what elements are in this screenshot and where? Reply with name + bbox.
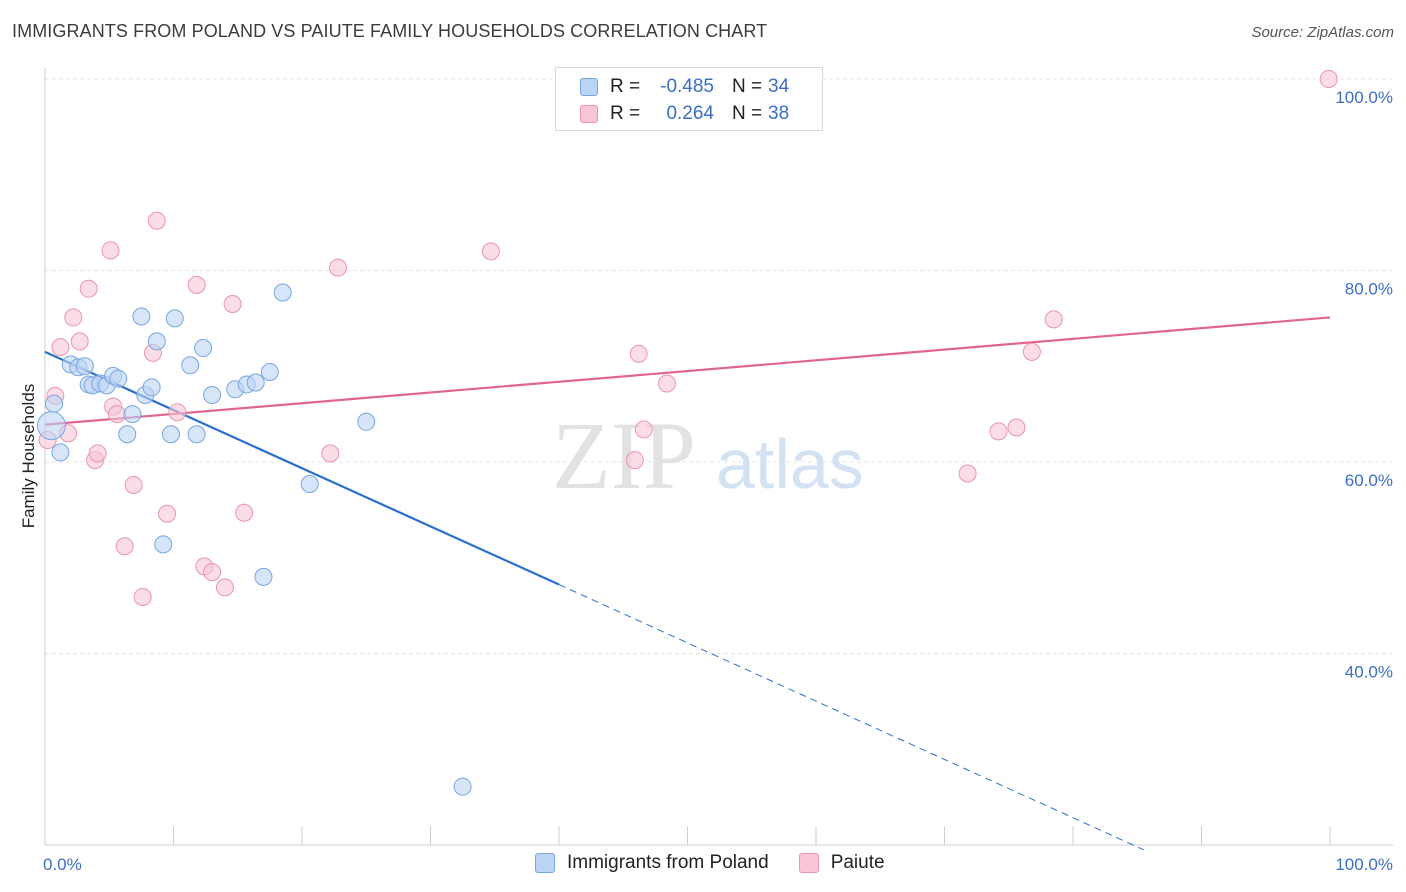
point-poland xyxy=(453,777,472,796)
axes xyxy=(44,68,1393,846)
point-paiute xyxy=(168,403,187,422)
point-paiute xyxy=(1022,342,1041,361)
point-poland xyxy=(109,369,128,388)
point-poland xyxy=(203,385,222,404)
point-paiute xyxy=(629,344,648,363)
series-swatch-paiute xyxy=(798,853,819,873)
point-poland xyxy=(147,332,166,351)
point-paiute xyxy=(203,563,222,582)
point-paiute xyxy=(51,338,70,357)
point-poland xyxy=(260,362,279,381)
trend-line-poland-extension xyxy=(558,584,1144,851)
point-paiute xyxy=(235,503,254,522)
y-tick-label: 100.0% xyxy=(1335,88,1393,107)
trend-lines xyxy=(44,316,1331,851)
point-paiute xyxy=(321,444,340,463)
point-paiute xyxy=(107,405,126,424)
point-paiute xyxy=(625,451,644,470)
trend-line-paiute xyxy=(44,316,1331,426)
y-tick-label: 60.0% xyxy=(1345,471,1393,490)
series-label-paiute: Paiute xyxy=(830,852,885,873)
legend-r-value: 0.264 xyxy=(666,103,714,124)
point-paiute xyxy=(958,464,977,483)
legend-row-paiute: R = 0.264 N = 38 xyxy=(580,100,789,128)
y-tick-label: 80.0% xyxy=(1345,280,1393,299)
point-paiute xyxy=(223,295,242,314)
point-paiute xyxy=(79,279,98,298)
series-swatch-poland xyxy=(535,853,555,873)
chart-title: IMMIGRANTS FROM POLAND VS PAIUTE FAMILY … xyxy=(12,21,768,41)
point-paiute xyxy=(634,420,653,439)
legend-r-label: R = xyxy=(610,76,641,97)
series-label-poland: Immigrants from Poland xyxy=(567,852,769,873)
watermark: ZIP atlas xyxy=(552,402,864,509)
point-poland xyxy=(181,356,200,375)
point-paiute xyxy=(1007,418,1026,437)
point-paiute xyxy=(158,504,177,523)
point-paiute xyxy=(1319,70,1338,88)
point-poland xyxy=(357,412,376,431)
point-paiute xyxy=(115,537,134,556)
point-paiute xyxy=(657,374,676,393)
point-poland xyxy=(154,535,173,554)
point-paiute xyxy=(64,308,83,327)
point-paiute xyxy=(328,258,347,277)
point-poland xyxy=(51,443,70,462)
series-legend-paiute[interactable]: Paiute xyxy=(798,852,885,874)
tick-labels: 40.0% 60.0% 80.0% 100.0% 0.0% 100.0% xyxy=(43,88,1393,874)
point-paiute xyxy=(215,578,234,597)
legend-swatch-paiute xyxy=(580,105,598,123)
x-tick-label: 100.0% xyxy=(1335,855,1393,874)
point-poland xyxy=(161,425,180,444)
point-paiute xyxy=(133,588,152,607)
watermark-zip: ZIP xyxy=(552,402,696,509)
x-tick-label: 0.0% xyxy=(43,855,82,874)
legend-r-value: -0.485 xyxy=(660,76,714,97)
point-poland xyxy=(118,425,137,444)
point-poland xyxy=(246,373,265,392)
point-poland xyxy=(75,357,94,376)
point-paiute xyxy=(70,332,89,351)
point-paiute xyxy=(481,242,500,261)
legend-n-value: 34 xyxy=(768,76,790,97)
legend-swatch-poland xyxy=(580,78,598,96)
gridlines xyxy=(45,78,1393,654)
point-poland xyxy=(44,394,63,413)
point-paiute xyxy=(989,422,1008,441)
point-poland xyxy=(36,411,66,441)
point-paiute xyxy=(1044,310,1063,329)
point-paiute xyxy=(187,275,206,294)
series-legend: Immigrants from Poland Paiute xyxy=(535,852,915,874)
point-poland xyxy=(187,425,206,444)
point-poland xyxy=(132,307,151,326)
y-axis-title: Family Households xyxy=(19,384,38,529)
y-tick-label: 40.0% xyxy=(1345,663,1393,682)
correlation-legend: R = -0.485 N = 34 R = 0.264 N = 38 xyxy=(555,67,823,131)
point-poland xyxy=(142,378,161,397)
point-poland xyxy=(300,475,319,494)
legend-n-label: N = xyxy=(732,103,763,124)
legend-r-label: R = xyxy=(610,103,641,124)
legend-row-poland: R = -0.485 N = 34 xyxy=(580,73,789,101)
trend-line-poland xyxy=(44,350,560,586)
point-poland xyxy=(165,309,184,328)
point-poland xyxy=(194,339,213,358)
watermark-atlas: atlas xyxy=(716,425,864,503)
source-credit: Source: ZipAtlas.com xyxy=(1251,24,1394,41)
point-paiute xyxy=(101,241,120,260)
series-legend-poland[interactable]: Immigrants from Poland xyxy=(535,852,769,874)
data-points xyxy=(36,70,1338,796)
legend-n-label: N = xyxy=(732,76,763,97)
point-paiute xyxy=(147,211,166,230)
point-paiute xyxy=(88,444,107,463)
point-poland xyxy=(123,405,142,424)
point-poland xyxy=(273,283,292,302)
point-paiute xyxy=(124,475,143,494)
legend-n-value: 38 xyxy=(768,103,790,124)
point-poland xyxy=(254,567,273,586)
